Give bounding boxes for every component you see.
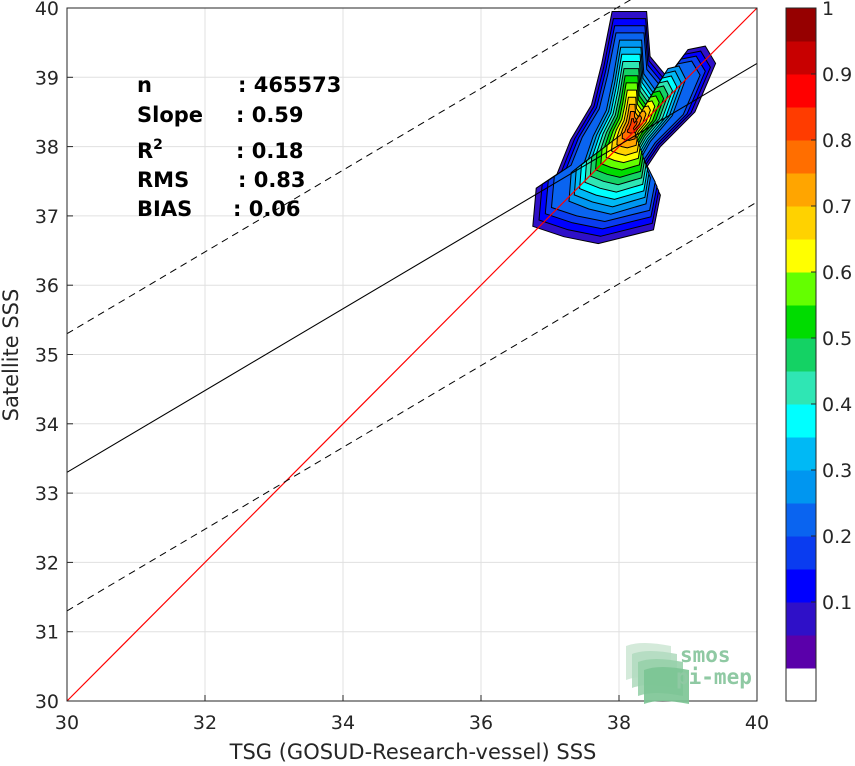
stat-value: : 0.18 [236,139,304,163]
stat-label: Slope [137,103,203,127]
colorbar-swatch [786,239,816,273]
colorbar: 0.1 0.2 0.3 0.4 0.5 0.6 0.7 0.8 0.9 1 [785,0,852,702]
colorbar-frame [785,7,817,702]
stat-value: : 0.59 [236,103,304,127]
y-tick-label: 38 [35,137,59,159]
density-contours [532,11,717,245]
colorbar-swatch [786,668,816,702]
y-tick-label: 32 [35,552,59,574]
colorbar-tick-label: 0.9 [822,64,852,86]
colorbar-tick-label: 0.8 [822,130,852,152]
colorbar-tick-label: 0.1 [822,592,852,614]
lower-confidence-line [66,201,758,612]
fit-lines [66,0,758,702]
colorbar-swatch [786,635,816,669]
colorbar-swatch [786,206,816,240]
colorbar-swatch [786,536,816,570]
colorbar-swatch [786,371,816,405]
stat-label: R2 [137,137,163,163]
x-tick-label: 34 [331,712,355,734]
stat-value: : 0.83 [238,168,306,192]
colorbar-swatch [786,272,816,306]
stat-value: : 465573 [238,73,341,97]
colorbar-swatch [786,173,816,207]
colorbar-swatch [786,41,816,75]
y-tick-label: 34 [35,414,59,436]
colorbar-swatch [786,338,816,372]
y-axis-label: Satellite SSS [0,289,23,422]
colorbar-tick-label: 1 [822,0,834,20]
colorbar-tick-label: 0.5 [822,328,852,350]
y-tick-label: 31 [35,622,59,644]
stat-label: BIAS [137,197,192,221]
y-tick-label: 39 [35,67,59,89]
colorbar-swatch [786,503,816,537]
y-tick-label: 36 [35,275,59,297]
x-axis-label: TSG (GOSUD-Research-vessel) SSS [229,740,597,764]
colorbar-swatch [786,74,816,108]
regression-line [66,62,758,473]
colorbar-tick-label: 0.6 [822,262,852,284]
x-tick-label: 38 [607,712,631,734]
stat-value: : 0.06 [233,197,301,221]
logo-line2: pi-mep [676,665,752,689]
colorbar-swatch [786,8,816,42]
stat-label: RMS [137,168,189,192]
y-tick-label: 40 [35,0,59,20]
stats-box: n : 465573 Slope : 0.59 R2 : 0.18 RMS : 0.83 BIA… [137,73,341,221]
colorbar-tick-label: 0.3 [822,460,852,482]
logo-wave-icon [644,667,689,704]
colorbar-swatch [786,305,816,339]
tick-labels: 30 32 34 36 38 40 30 31 32 33 34 35 36 37 38 39 40 [35,0,769,734]
colorbar-swatch [786,602,816,636]
y-tick-label: 30 [35,691,59,713]
colorbar-tick-label: 0.2 [822,526,852,548]
x-tick-label: 32 [193,712,217,734]
y-tick-label: 35 [35,345,59,367]
one-to-one-line [66,7,758,702]
colorbar-swatch [786,107,816,141]
x-tick-label: 30 [55,712,79,734]
logo-line1: smos [680,643,731,667]
upper-confidence-line [66,0,632,335]
colorbar-swatch [786,404,816,438]
colorbar-swatch [786,569,816,603]
colorbar-swatch [786,437,816,471]
y-tick-label: 37 [35,206,59,228]
x-tick-label: 40 [745,712,769,734]
colorbar-tick-label: 0.7 [822,196,852,218]
colorbar-tick-label: 0.4 [822,394,852,416]
colorbar-swatch [786,470,816,504]
stat-label: n [137,73,152,97]
colorbar-swatch [786,140,816,174]
y-tick-label: 33 [35,483,59,505]
x-tick-label: 36 [469,712,493,734]
